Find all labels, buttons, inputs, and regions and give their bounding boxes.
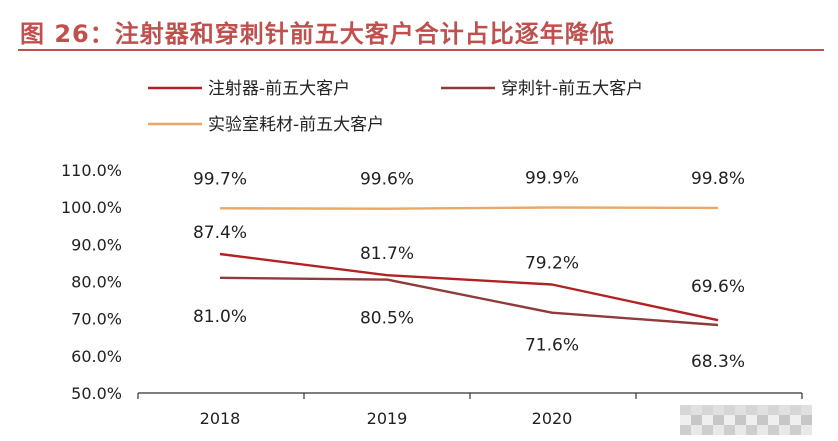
watermark-pixel xyxy=(702,425,713,435)
watermark-pixel xyxy=(790,415,801,425)
y-tick-label: 70.0% xyxy=(71,310,122,329)
watermark-pixel xyxy=(680,415,691,425)
watermark-pixel xyxy=(768,415,779,425)
data-label: 81.0% xyxy=(193,307,247,327)
y-axis: 50.0% 60.0% 70.0% 80.0% 90.0% 100.0% 110.0% xyxy=(61,161,122,403)
watermark-pixel xyxy=(801,425,812,435)
watermark-pixel xyxy=(801,405,812,415)
y-tick-label: 110.0% xyxy=(61,161,122,180)
series-line-2 xyxy=(219,276,719,327)
watermark-pixel xyxy=(757,405,768,415)
watermark-pixel xyxy=(768,405,779,415)
watermark-pixel xyxy=(691,425,702,435)
watermark-pixel xyxy=(713,425,724,435)
data-label: 99.8% xyxy=(691,169,745,189)
watermark-pixel xyxy=(713,405,724,415)
watermark-pixel xyxy=(779,415,790,425)
data-label: 99.6% xyxy=(360,170,414,190)
legend-label: 注射器-前五大客户 xyxy=(208,79,350,99)
watermark-blur xyxy=(680,405,812,435)
watermark-pixel xyxy=(746,405,757,415)
watermark-pixel xyxy=(724,405,735,415)
watermark-pixel xyxy=(757,425,768,435)
data-label: 87.4% xyxy=(193,223,247,243)
watermark-pixel xyxy=(735,425,746,435)
watermark-pixel xyxy=(801,415,812,425)
watermark-pixel xyxy=(702,415,713,425)
watermark-pixel xyxy=(746,425,757,435)
data-label: 80.5% xyxy=(360,309,414,329)
data-label: 68.3% xyxy=(691,352,745,372)
watermark-pixel xyxy=(779,425,790,435)
watermark-pixel xyxy=(768,425,779,435)
y-tick-label: 80.0% xyxy=(71,273,122,292)
y-tick-label: 90.0% xyxy=(71,235,122,254)
title-divider xyxy=(18,49,824,51)
series-lines xyxy=(219,206,719,327)
data-label: 81.7% xyxy=(360,244,414,264)
data-label: 79.2% xyxy=(525,253,579,273)
x-tick-label: 2018 xyxy=(200,409,241,428)
x-tick-label: 2020 xyxy=(532,409,573,428)
watermark-pixel xyxy=(691,405,702,415)
data-label: 71.6% xyxy=(525,336,579,356)
watermark-pixel xyxy=(680,425,691,435)
watermark-pixel xyxy=(735,415,746,425)
series-line-3 xyxy=(219,206,719,210)
watermark-pixel xyxy=(757,415,768,425)
watermark-pixel xyxy=(713,415,724,425)
watermark-pixel xyxy=(680,405,691,415)
watermark-pixel xyxy=(724,425,735,435)
data-label: 99.9% xyxy=(525,169,579,189)
data-label: 99.7% xyxy=(193,169,247,189)
watermark-pixel xyxy=(746,415,757,425)
y-tick-label: 100.0% xyxy=(61,198,122,217)
watermark-pixel xyxy=(724,415,735,425)
legend-label: 实验室耗材-前五大客户 xyxy=(208,115,384,135)
watermark-pixel xyxy=(779,405,790,415)
x-axis: 2018 2019 2020 xyxy=(137,392,803,428)
watermark-pixel xyxy=(691,415,702,425)
data-label: 69.6% xyxy=(691,277,745,297)
watermark-pixel xyxy=(790,425,801,435)
figure-title: 图 26：注射器和穿刺针前五大客户合计占比逐年降低 xyxy=(20,20,615,48)
series-line-1 xyxy=(219,252,719,322)
y-tick-label: 50.0% xyxy=(71,384,122,403)
legend-label: 穿刺针-前五大客户 xyxy=(501,79,643,99)
watermark-pixel xyxy=(702,405,713,415)
x-tick-label: 2019 xyxy=(367,409,408,428)
watermark-pixel xyxy=(735,405,746,415)
data-labels: 87.4% 81.7% 79.2% 69.6% 81.0% 80.5% 71.6% 68.3%… xyxy=(193,169,745,372)
y-tick-label: 60.0% xyxy=(71,347,122,366)
watermark-pixel xyxy=(790,405,801,415)
